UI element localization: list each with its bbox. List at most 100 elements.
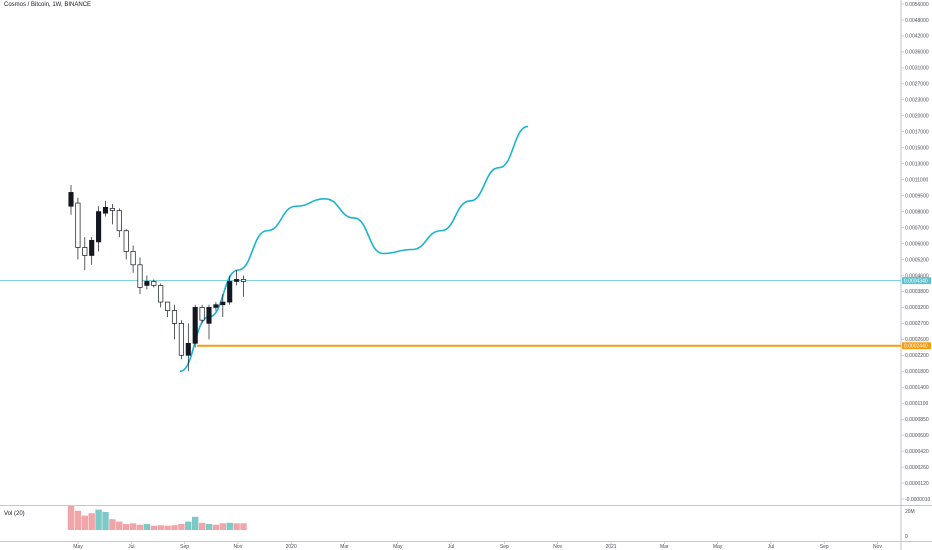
price-tick-label: 0.0003200	[905, 305, 929, 311]
current-price-tag	[902, 277, 931, 285]
price-tick-label: 0.0005200	[905, 257, 929, 263]
volume-bar	[102, 512, 109, 530]
price-tick-label: 0.0011000	[905, 177, 928, 183]
price-tick-label: 0.0056000	[905, 2, 929, 8]
volume-tick-label: 0	[905, 534, 908, 540]
candle-body	[137, 264, 143, 288]
time-tick-label: Mar	[340, 544, 349, 550]
projection-curve	[179, 125, 529, 373]
time-tick-label: 2021	[605, 544, 616, 550]
time-tick-label: Nov	[873, 544, 882, 550]
candle-body	[75, 202, 81, 248]
price-tick-label: 0.0003800	[905, 289, 929, 295]
price-tick-label: 0.0015000	[905, 146, 929, 152]
volume-pane	[67, 506, 247, 530]
candle-body	[82, 247, 88, 256]
volume-bar	[192, 516, 199, 530]
volume-bar	[88, 513, 95, 530]
volume-bar	[178, 524, 185, 530]
price-tick-label: 0.0007000	[905, 225, 929, 231]
candle-body	[240, 279, 247, 282]
price-tick-label: -0.0000010	[905, 497, 931, 503]
volume-bar	[109, 519, 116, 530]
volume-bar	[185, 521, 192, 530]
volume-bar	[198, 522, 206, 530]
candle-body	[220, 301, 226, 306]
volume-bar	[171, 525, 178, 530]
price-tick-label: 0.0031000	[905, 66, 929, 72]
candle-body	[199, 307, 205, 321]
candle-body	[234, 279, 240, 282]
price-tick-label: 0.0001100	[905, 401, 928, 407]
candle-body	[144, 281, 150, 286]
price-tick-label: 0.0009500	[905, 193, 929, 199]
drawing-layer	[0, 125, 901, 373]
price-tick-label: 0.0002700	[905, 321, 929, 327]
price-tick-label: 0.0036000	[905, 50, 929, 56]
volume-bar	[205, 524, 213, 530]
price-tick-label: 0.0000420	[905, 449, 929, 455]
volume-indicator-label[interactable]: Vol (20)	[4, 511, 25, 517]
candle-body	[123, 230, 129, 252]
candle-body	[109, 208, 115, 211]
candle-layer	[68, 184, 247, 372]
candle-body	[178, 323, 184, 356]
volume-bar	[226, 522, 233, 530]
volume-bar	[240, 523, 247, 530]
time-tick-label: Sep	[500, 544, 509, 550]
price-tick-label: 0.0020000	[905, 114, 929, 120]
volume-bar	[67, 506, 75, 530]
price-tick-label: 0.0004600	[905, 273, 929, 279]
candle-body	[158, 285, 164, 303]
candle-body	[165, 301, 171, 311]
time-tick-label: Sep	[820, 544, 829, 550]
price-tick-label: 0.0042000	[905, 34, 929, 40]
time-tick-label: May	[713, 544, 723, 550]
time-tick-label: Nov	[233, 544, 242, 550]
support-price-tag-label: 0.0002440	[904, 344, 928, 350]
candle-body	[96, 211, 102, 243]
candle-body	[213, 304, 219, 308]
price-tick-label: 0.0000120	[905, 481, 929, 487]
price-tick-label: 0.0002600	[905, 337, 929, 343]
volume-bar	[157, 525, 164, 530]
candle-body	[192, 307, 198, 344]
candle-body	[171, 310, 178, 324]
time-tick-label: Jul	[128, 544, 134, 550]
price-axis[interactable]: 0.0056000 0.0048000 0.0042000 0.0036000 0.00…	[901, 2, 931, 540]
volume-bar	[233, 523, 240, 530]
price-tick-label: 0.0000260	[905, 465, 929, 471]
candle-body	[68, 192, 74, 207]
price-tick-label: 0.0023000	[905, 98, 929, 104]
candle-body	[185, 342, 191, 356]
price-tick-label: 0.0048000	[905, 18, 929, 24]
support-price-tag	[902, 342, 931, 350]
candle-body	[206, 307, 212, 324]
price-tick-label: 0.0027000	[905, 82, 929, 88]
price-tick-label: 0.0000600	[905, 433, 929, 439]
candle-body	[130, 251, 136, 266]
price-tick-label: 0.0002200	[905, 353, 929, 359]
volume-bar	[136, 524, 144, 530]
time-tick-label: Nov	[553, 544, 562, 550]
chart-title: Cosmos / Bitcoin, 1W, BINANCE	[4, 2, 92, 8]
candle-body	[89, 239, 95, 256]
price-tick-label: 0.0008000	[905, 209, 929, 215]
volume-bar	[164, 525, 171, 530]
volume-bar	[95, 509, 102, 530]
candle-body	[151, 281, 157, 286]
price-tick-label: 0.0006000	[905, 241, 929, 247]
price-tick-label: 0.0017000	[905, 130, 929, 136]
time-axis[interactable]: May Jul Sep Nov 2020 Mar May Jul Sep Nov 2021 Mar Ma…	[73, 541, 882, 550]
price-tick-label: 0.0001800	[905, 369, 929, 375]
candle-body	[102, 206, 109, 214]
price-tick-label: 0.0000850	[905, 417, 929, 423]
time-tick-label: Jul	[768, 544, 774, 550]
volume-tick-label: 20M	[905, 509, 915, 515]
volume-bar	[212, 524, 220, 530]
time-tick-label: May	[393, 544, 403, 550]
price-tags: 0.0004340 0.0002440	[902, 277, 931, 350]
